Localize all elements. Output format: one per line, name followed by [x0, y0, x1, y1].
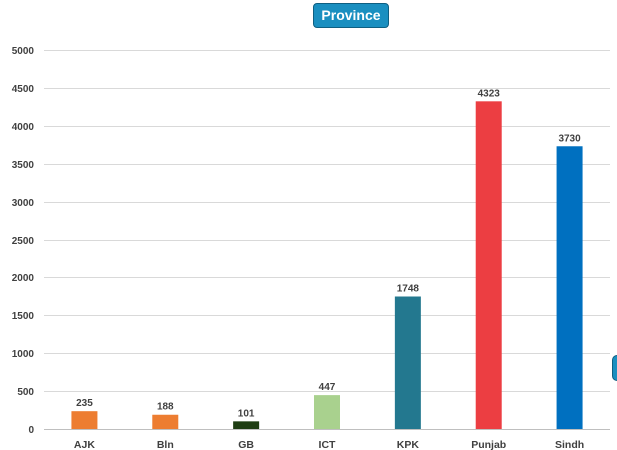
- bar-punjab: [475, 101, 502, 430]
- y-tick-label: 1000: [12, 349, 35, 360]
- bar-sindh: [556, 146, 583, 430]
- data-labels: 235 188 101 447 1748 4323 3730: [76, 88, 581, 419]
- gridlines: [44, 50, 610, 430]
- bars: [71, 101, 583, 430]
- category-label-gb: GB: [238, 439, 254, 450]
- data-label-bln: 188: [157, 402, 174, 413]
- side-panel-tab[interactable]: [612, 355, 617, 381]
- y-tick-label: 0: [28, 425, 34, 436]
- category-label-bln: Bln: [157, 439, 174, 450]
- y-tick-label: 4000: [12, 122, 35, 133]
- data-label-punjab: 4323: [478, 88, 501, 99]
- y-tick-label: 4500: [12, 84, 35, 95]
- y-tick-label: 500: [17, 387, 34, 398]
- y-tick-label: 2000: [12, 273, 35, 284]
- bar-gb: [233, 421, 260, 429]
- data-label-ajk: 235: [76, 398, 93, 409]
- data-label-kpk: 1748: [397, 284, 420, 295]
- bar-bln: [152, 414, 179, 429]
- data-label-gb: 101: [238, 408, 255, 419]
- category-label-punjab: Punjab: [471, 439, 506, 450]
- category-label-ict: ICT: [319, 439, 337, 450]
- y-tick-label: 1500: [12, 311, 35, 322]
- bar-ict: [314, 395, 340, 429]
- bar-kpk: [394, 296, 421, 429]
- y-tick-label: 3500: [12, 160, 35, 171]
- bar-ajk: [71, 411, 98, 429]
- data-label-ict: 447: [319, 382, 336, 393]
- y-tick-label: 2500: [12, 236, 35, 247]
- y-tick-label: 3000: [12, 198, 35, 209]
- category-label-ajk: AJK: [74, 439, 95, 450]
- x-axis-categories: AJK Bln GB ICT KPK Punjab Sindh: [74, 439, 584, 450]
- y-axis-ticks: 0 500 1000 1500 2000 2500 3000 3500 4000 4500 5000: [12, 46, 35, 436]
- category-label-sindh: Sindh: [555, 439, 584, 450]
- chart-title: Province: [313, 3, 389, 28]
- category-label-kpk: KPK: [397, 439, 420, 450]
- data-label-sindh: 3730: [558, 133, 581, 144]
- y-tick-label: 5000: [12, 46, 35, 57]
